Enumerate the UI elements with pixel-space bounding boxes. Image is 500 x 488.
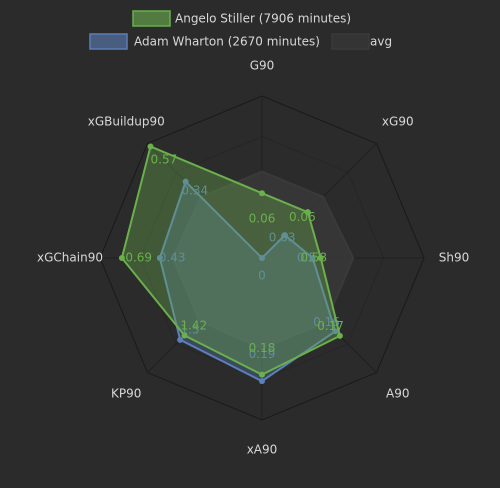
- data-label: 0: [258, 269, 266, 283]
- data-label: 0.5: [297, 251, 316, 265]
- legend-swatch: [331, 33, 370, 50]
- data-label: 0.17: [317, 319, 344, 333]
- legend-label: Adam Wharton (2670 minutes): [134, 35, 320, 49]
- data-point: [156, 255, 163, 261]
- data-label: 0.57: [151, 152, 178, 166]
- data-point: [177, 336, 184, 343]
- data-point: [317, 255, 324, 261]
- data-label: 0.03: [269, 230, 296, 244]
- data-point: [259, 190, 265, 197]
- legend-label: avg: [370, 35, 392, 49]
- data-label: 0.06: [289, 210, 316, 224]
- data-point: [309, 255, 316, 261]
- axis-label: KP90: [111, 386, 141, 400]
- axis-label: xA90: [247, 443, 278, 457]
- data-label: 0.43: [159, 251, 186, 265]
- data-label: 0.58: [300, 251, 327, 265]
- axis-label: xG90: [382, 115, 414, 129]
- data-point: [259, 378, 265, 385]
- data-point: [281, 232, 288, 239]
- data-point: [259, 371, 265, 378]
- legend-swatch: [132, 10, 171, 27]
- data-point: [304, 209, 311, 216]
- data-label: 1.42: [180, 319, 207, 333]
- data-label: 0.06: [249, 211, 276, 225]
- axis-label: xGBuildup90: [88, 115, 165, 129]
- axis-label: Sh90: [439, 251, 470, 265]
- data-label: 0.69: [125, 251, 152, 265]
- data-point: [336, 332, 343, 339]
- axis-label: xGChain90: [37, 251, 103, 265]
- data-label: 0.34: [181, 183, 208, 197]
- data-point: [332, 328, 339, 335]
- axis-label: G90: [250, 59, 275, 73]
- data-point: [259, 255, 265, 261]
- axis-label: A90: [386, 386, 409, 400]
- data-label: 0.19: [249, 347, 276, 361]
- legend-swatch: [89, 33, 128, 50]
- data-point: [147, 143, 154, 150]
- data-label: 0.16: [313, 315, 340, 329]
- legend-label: Angelo Stiller (7906 minutes): [175, 12, 351, 26]
- data-point: [181, 332, 188, 339]
- data-label: 0.18: [249, 341, 276, 355]
- data-point: [118, 255, 125, 261]
- data-point: [182, 178, 189, 185]
